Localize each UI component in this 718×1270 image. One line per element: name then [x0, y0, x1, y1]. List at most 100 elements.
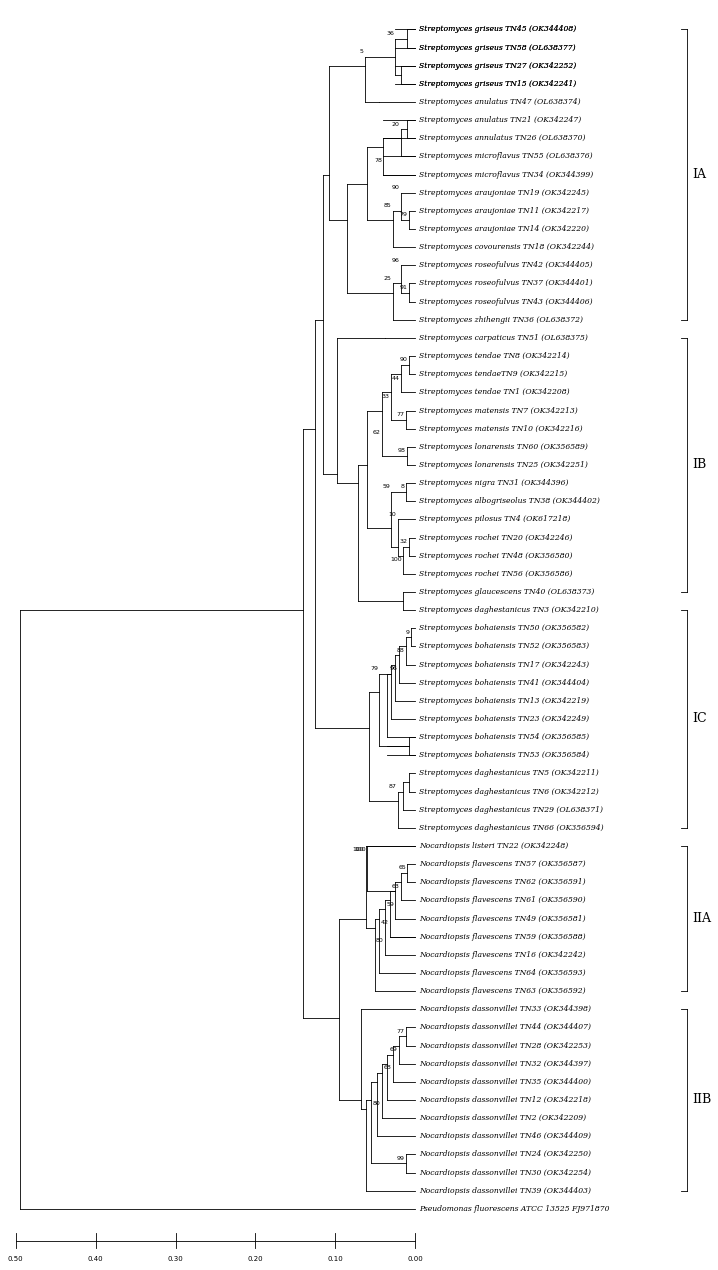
Text: 59: 59 [386, 902, 394, 907]
Text: Nocardiopsis dassonvillei TN2 (OK342209): Nocardiopsis dassonvillei TN2 (OK342209) [419, 1114, 586, 1123]
Text: 69: 69 [390, 1046, 398, 1052]
Text: Streptomyces roseofulvus TN43 (OK344406): Streptomyces roseofulvus TN43 (OK344406) [419, 297, 592, 306]
Text: 80: 80 [373, 1101, 381, 1106]
Text: Nocardiopsis listeri TN22 (OK342248): Nocardiopsis listeri TN22 (OK342248) [419, 842, 568, 850]
Text: 91: 91 [400, 284, 408, 290]
Text: 96: 96 [392, 258, 399, 263]
Text: Streptomyces bohaiensis TN54 (OK356585): Streptomyces bohaiensis TN54 (OK356585) [419, 733, 589, 742]
Text: Streptomyces rochei TN20 (OK342246): Streptomyces rochei TN20 (OK342246) [419, 533, 572, 541]
Text: Streptomyces bohaiensis TN17 (OK342243): Streptomyces bohaiensis TN17 (OK342243) [419, 660, 589, 668]
Text: IB: IB [692, 458, 707, 471]
Text: Streptomyces albogriseolus TN38 (OK344402): Streptomyces albogriseolus TN38 (OK34440… [419, 498, 600, 505]
Text: IC: IC [692, 712, 707, 725]
Text: 77: 77 [396, 1029, 404, 1034]
Text: 79: 79 [370, 665, 378, 671]
Text: 20: 20 [392, 122, 399, 127]
Text: Streptomyces tendae TN8 (OK342214): Streptomyces tendae TN8 (OK342214) [419, 352, 569, 361]
Text: Streptomyces pilosus TN4 (OK617218): Streptomyces pilosus TN4 (OK617218) [419, 516, 570, 523]
Text: Nocardiopsis flavescens TN62 (OK356591): Nocardiopsis flavescens TN62 (OK356591) [419, 879, 586, 886]
Text: Nocardiopsis flavescens TN64 (OK356593): Nocardiopsis flavescens TN64 (OK356593) [419, 969, 586, 977]
Text: 77: 77 [396, 411, 404, 417]
Text: Streptomyces bohaiensis TN50 (OK356582): Streptomyces bohaiensis TN50 (OK356582) [419, 625, 589, 632]
Text: 0.00: 0.00 [408, 1256, 423, 1262]
Text: Nocardiopsis dassonvillei TN33 (OK344398): Nocardiopsis dassonvillei TN33 (OK344398… [419, 1006, 591, 1013]
Text: Nocardiopsis dassonvillei TN35 (OK344400): Nocardiopsis dassonvillei TN35 (OK344400… [419, 1078, 591, 1086]
Text: 25: 25 [383, 276, 391, 281]
Text: 0.50: 0.50 [8, 1256, 24, 1262]
Text: 100: 100 [353, 847, 365, 852]
Text: Streptomyces griseus TN58 (OL638377): Streptomyces griseus TN58 (OL638377) [419, 43, 576, 52]
Text: 90: 90 [400, 357, 408, 362]
Text: Streptomyces griseus TN45 (OK344408): Streptomyces griseus TN45 (OK344408) [419, 25, 577, 33]
Text: Nocardiopsis flavescens TN63 (OK356592): Nocardiopsis flavescens TN63 (OK356592) [419, 987, 586, 996]
Text: Streptomyces griseus TN27 (OK342252): Streptomyces griseus TN27 (OK342252) [419, 62, 577, 70]
Text: Streptomyces rochei TN56 (OK356586): Streptomyces rochei TN56 (OK356586) [419, 570, 572, 578]
Text: Nocardiopsis dassonvillei TN24 (OK342250): Nocardiopsis dassonvillei TN24 (OK342250… [419, 1151, 591, 1158]
Text: 59: 59 [382, 484, 390, 489]
Text: Streptomyces tendaeTN9 (OK342215): Streptomyces tendaeTN9 (OK342215) [419, 371, 567, 378]
Text: Streptomyces bohaiensis TN13 (OK342219): Streptomyces bohaiensis TN13 (OK342219) [419, 697, 589, 705]
Text: 87: 87 [388, 784, 396, 789]
Text: Streptomyces araujoniae TN14 (OK342220): Streptomyces araujoniae TN14 (OK342220) [419, 225, 589, 234]
Text: Nocardiopsis dassonvillei TN28 (OK342253): Nocardiopsis dassonvillei TN28 (OK342253… [419, 1041, 591, 1049]
Text: 0.40: 0.40 [88, 1256, 103, 1262]
Text: Nocardiopsis dassonvillei TN39 (OK344403): Nocardiopsis dassonvillei TN39 (OK344403… [419, 1186, 591, 1195]
Text: Streptomyces daghestanicus TN29 (OL638371): Streptomyces daghestanicus TN29 (OL63837… [419, 805, 603, 814]
Text: 98: 98 [398, 448, 406, 453]
Text: 32: 32 [399, 538, 408, 544]
Text: Streptomyces daghestanicus TN5 (OK342211): Streptomyces daghestanicus TN5 (OK342211… [419, 770, 599, 777]
Text: Nocardiopsis dassonvillei TN32 (OK344397): Nocardiopsis dassonvillei TN32 (OK344397… [419, 1059, 591, 1068]
Text: 78: 78 [374, 157, 382, 163]
Text: Streptomyces bohaiensis TN23 (OK342249): Streptomyces bohaiensis TN23 (OK342249) [419, 715, 589, 723]
Text: Streptomyces microflavus TN55 (OL638376): Streptomyces microflavus TN55 (OL638376) [419, 152, 592, 160]
Text: Streptomyces matensis TN10 (OK342216): Streptomyces matensis TN10 (OK342216) [419, 424, 582, 433]
Text: 8: 8 [401, 484, 404, 489]
Text: Nocardiopsis flavescens TN61 (OK356590): Nocardiopsis flavescens TN61 (OK356590) [419, 897, 586, 904]
Text: Streptomyces griseus TN15 (OK342241): Streptomyces griseus TN15 (OK342241) [419, 80, 577, 88]
Text: IA: IA [692, 168, 707, 182]
Text: Streptomyces glaucescens TN40 (OL638373): Streptomyces glaucescens TN40 (OL638373) [419, 588, 595, 596]
Text: Streptomyces griseus TN58 (OL638377): Streptomyces griseus TN58 (OL638377) [419, 43, 576, 52]
Text: Streptomyces microflavus TN34 (OK344399): Streptomyces microflavus TN34 (OK344399) [419, 170, 593, 179]
Text: 99: 99 [396, 1156, 404, 1161]
Text: Nocardiopsis flavescens TN57 (OK356587): Nocardiopsis flavescens TN57 (OK356587) [419, 860, 586, 869]
Text: Streptomyces lonarensis TN25 (OK342251): Streptomyces lonarensis TN25 (OK342251) [419, 461, 588, 469]
Text: Streptomyces griseus TN45 (OK344408): Streptomyces griseus TN45 (OK344408) [419, 25, 577, 33]
Text: 68: 68 [384, 1066, 391, 1071]
Text: Streptomyces carpaticus TN51 (OL638375): Streptomyces carpaticus TN51 (OL638375) [419, 334, 588, 342]
Text: Streptomyces araujoniae TN19 (OK342245): Streptomyces araujoniae TN19 (OK342245) [419, 189, 589, 197]
Text: Streptomyces covourensis TN18 (OK342244): Streptomyces covourensis TN18 (OK342244) [419, 243, 594, 251]
Text: IIA: IIA [692, 912, 712, 925]
Text: 42: 42 [381, 919, 388, 925]
Text: Streptomyces annulatus TN26 (OL638370): Streptomyces annulatus TN26 (OL638370) [419, 135, 585, 142]
Text: Pseudomonas fluorescens ATCC 13525 FJ971870: Pseudomonas fluorescens ATCC 13525 FJ971… [419, 1205, 610, 1213]
Text: 63: 63 [392, 884, 399, 889]
Text: Streptomyces tendae TN1 (OK342208): Streptomyces tendae TN1 (OK342208) [419, 389, 569, 396]
Text: Streptomyces daghestanicus TN3 (OK342210): Streptomyces daghestanicus TN3 (OK342210… [419, 606, 599, 615]
Text: 62: 62 [373, 431, 381, 436]
Text: 9: 9 [406, 630, 410, 635]
Text: 33: 33 [382, 394, 390, 399]
Text: Nocardiopsis flavescens TN49 (OK356581): Nocardiopsis flavescens TN49 (OK356581) [419, 914, 586, 922]
Text: 0.30: 0.30 [168, 1256, 183, 1262]
Text: 85: 85 [384, 203, 391, 208]
Text: Streptomyces rochei TN48 (OK356580): Streptomyces rochei TN48 (OK356580) [419, 551, 572, 560]
Text: Streptomyces zhihengii TN36 (OL638372): Streptomyces zhihengii TN36 (OL638372) [419, 316, 583, 324]
Text: Streptomyces nigra TN31 (OK344396): Streptomyces nigra TN31 (OK344396) [419, 479, 569, 488]
Text: 10: 10 [388, 512, 396, 517]
Text: Nocardiopsis flavescens TN16 (OK342242): Nocardiopsis flavescens TN16 (OK342242) [419, 951, 586, 959]
Text: 90: 90 [392, 185, 399, 190]
Text: Streptomyces bohaiensis TN53 (OK356584): Streptomyces bohaiensis TN53 (OK356584) [419, 752, 589, 759]
Text: Streptomyces griseus TN27 (OK342252): Streptomyces griseus TN27 (OK342252) [419, 62, 577, 70]
Text: Streptomyces daghestanicus TN66 (OK356594): Streptomyces daghestanicus TN66 (OK35659… [419, 824, 604, 832]
Text: Streptomyces griseus TN15 (OK342241): Streptomyces griseus TN15 (OK342241) [419, 80, 577, 88]
Text: 79: 79 [399, 212, 408, 217]
Text: Streptomyces araujoniae TN11 (OK342217): Streptomyces araujoniae TN11 (OK342217) [419, 207, 589, 215]
Text: 44: 44 [391, 376, 399, 381]
Text: Streptomyces anulatus TN21 (OK342247): Streptomyces anulatus TN21 (OK342247) [419, 116, 581, 124]
Text: Streptomyces lonarensis TN60 (OK356589): Streptomyces lonarensis TN60 (OK356589) [419, 443, 588, 451]
Text: Streptomyces bohaiensis TN41 (OK344404): Streptomyces bohaiensis TN41 (OK344404) [419, 678, 589, 687]
Text: Nocardiopsis dassonvillei TN44 (OK344407): Nocardiopsis dassonvillei TN44 (OK344407… [419, 1024, 591, 1031]
Text: 0.20: 0.20 [248, 1256, 264, 1262]
Text: Nocardiopsis dassonvillei TN12 (OK342218): Nocardiopsis dassonvillei TN12 (OK342218… [419, 1096, 591, 1104]
